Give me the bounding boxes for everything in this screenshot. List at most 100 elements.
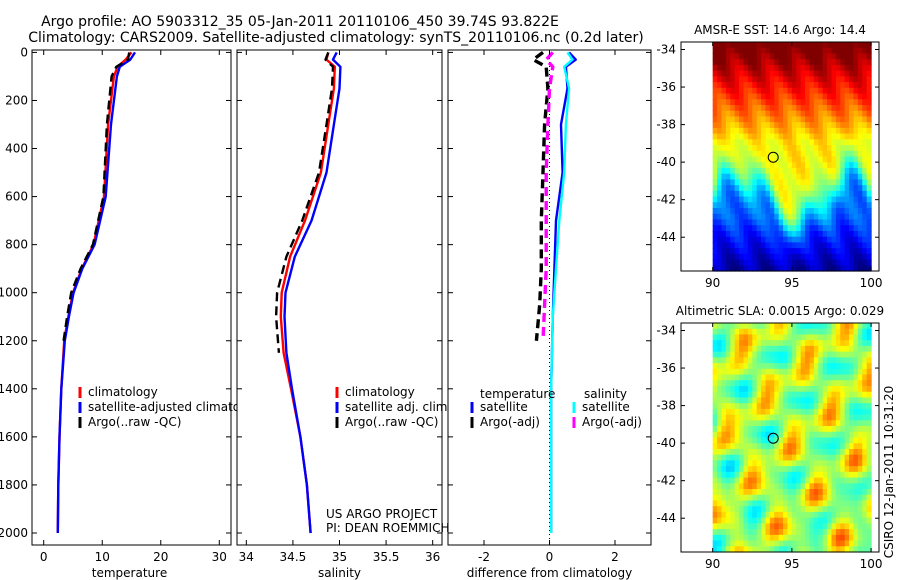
heatmap-cell	[866, 403, 872, 410]
heatmap-cell	[791, 334, 797, 341]
heatmap-cell	[791, 87, 797, 95]
y-tick-label-4: 800	[5, 238, 28, 252]
heatmap-cell	[739, 403, 745, 410]
heatmap-cell	[857, 460, 863, 467]
heatmap-cell	[813, 53, 819, 60]
heatmap-cell	[778, 494, 784, 502]
heatmap-cell	[849, 248, 855, 255]
heatmap-cell	[721, 397, 727, 404]
heatmap-cell	[765, 139, 771, 146]
heatmap-cell	[862, 511, 868, 519]
heatmap-cell	[734, 122, 740, 129]
heatmap-cell	[774, 167, 780, 175]
heatmap-cell	[765, 471, 771, 479]
heatmap-cell	[805, 145, 811, 152]
heatmap-cell	[774, 540, 780, 547]
heatmap-cell	[805, 454, 811, 461]
heatmap-cell	[809, 219, 815, 226]
heatmap-cell	[853, 93, 859, 100]
heatmap-cell	[844, 443, 850, 450]
heatmap-cell	[840, 408, 846, 416]
heatmap-cell	[783, 420, 789, 427]
heatmap-cell	[818, 162, 824, 169]
heatmap-cell	[835, 242, 841, 249]
heatmap-cell	[831, 236, 837, 243]
heatmap-cell	[800, 110, 806, 118]
heatmap-cell	[734, 145, 740, 152]
heatmap-cell	[866, 104, 872, 112]
heatmap-cell	[721, 248, 727, 255]
heatmap-cell	[717, 517, 723, 524]
heatmap-cell	[774, 334, 780, 341]
heatmap-cell	[721, 179, 727, 186]
heatmap-cell	[787, 408, 793, 416]
heatmap-cell	[835, 391, 841, 399]
heatmap-cell	[769, 340, 775, 347]
heatmap-cell	[730, 156, 736, 163]
heatmap-cell	[739, 414, 745, 421]
heatmap-cell	[778, 471, 784, 479]
map-y-tick-label-3-0: -34	[656, 43, 676, 57]
heatmap-cell	[813, 70, 819, 77]
legend-label-1-1: satellite adj. clim.	[345, 400, 451, 414]
heatmap-cell	[778, 397, 784, 404]
heatmap-cell	[717, 202, 723, 209]
heatmap-cell	[866, 517, 872, 524]
heatmap-cell	[712, 208, 718, 215]
heatmap-cell	[791, 127, 797, 135]
heatmap-cell	[765, 385, 771, 393]
heatmap-cell	[747, 334, 753, 341]
heatmap-cell	[761, 127, 767, 135]
heatmap-cell	[800, 426, 806, 433]
heatmap-cell	[730, 179, 736, 186]
heatmap-cell	[866, 368, 872, 376]
heatmap-cell	[849, 167, 855, 175]
heatmap-cell	[857, 420, 863, 427]
heatmap-cell	[712, 500, 718, 507]
heatmap-cell	[849, 225, 855, 232]
heatmap-cell	[800, 403, 806, 410]
heatmap-cell	[743, 104, 749, 112]
heatmap-cell	[774, 47, 780, 55]
heatmap-cell	[769, 334, 775, 341]
heatmap-cell	[796, 408, 802, 416]
heatmap-cell	[809, 150, 815, 158]
heatmap-cell	[769, 139, 775, 146]
heatmap-cell	[747, 546, 753, 553]
heatmap-cell	[827, 506, 833, 513]
heatmap-cell	[761, 82, 767, 89]
heatmap-cell	[840, 363, 846, 370]
heatmap-cell	[827, 139, 833, 146]
heatmap-cell	[809, 511, 815, 519]
heatmap-cell	[866, 202, 872, 209]
heatmap-cell	[739, 185, 745, 192]
heatmap-cell	[827, 460, 833, 467]
heatmap-cell	[752, 363, 758, 370]
heatmap-cell	[853, 448, 859, 456]
heatmap-cell	[752, 104, 758, 112]
heatmap-cell	[813, 323, 819, 330]
heatmap-cell	[730, 53, 736, 60]
heatmap-cell	[765, 253, 771, 261]
heatmap-cell	[805, 460, 811, 467]
heatmap-cell	[756, 477, 762, 484]
heatmap-cell	[840, 139, 846, 146]
profile-panel-0: 0 10 20 30020040060080010001200140016001800…	[0, 45, 266, 580]
heatmap-cell	[862, 179, 868, 186]
heatmap-cell	[730, 242, 736, 249]
heatmap-cell	[730, 167, 736, 175]
heatmap-cell	[818, 253, 824, 261]
heatmap-cell	[835, 454, 841, 461]
heatmap-cell	[783, 150, 789, 158]
heatmap-cell	[862, 489, 868, 496]
heatmap-cell	[747, 403, 753, 410]
heatmap-cell	[840, 357, 846, 364]
heatmap-cell	[818, 351, 824, 358]
heatmap-cell	[791, 380, 797, 387]
heatmap-cell	[717, 150, 723, 158]
heatmap-cell	[765, 443, 771, 450]
heatmap-cell	[717, 483, 723, 490]
heatmap-cell	[756, 230, 762, 238]
heatmap-cell	[717, 265, 723, 272]
heatmap-cell	[765, 460, 771, 467]
